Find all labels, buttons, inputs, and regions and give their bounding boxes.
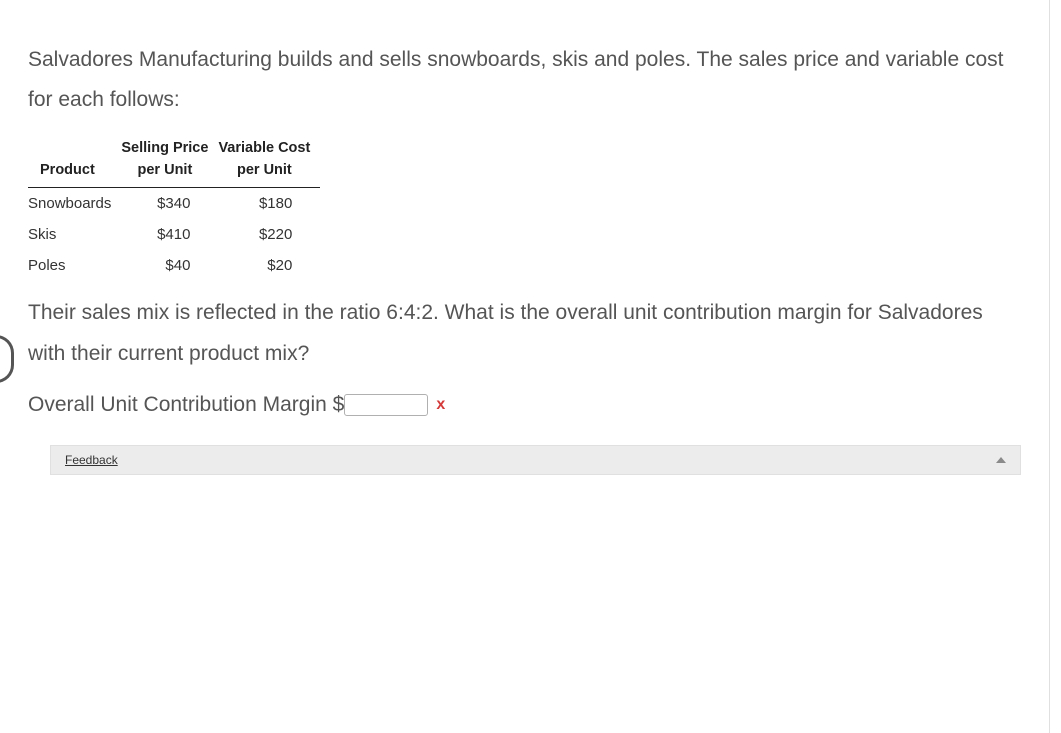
cell-cost: $180 (218, 188, 320, 220)
cell-price: $40 (121, 250, 218, 281)
price-cost-table: Product Selling Price per Unit Variable … (28, 132, 320, 282)
caret-up-icon (996, 457, 1006, 463)
feedback-toggle-bar[interactable]: Feedback (50, 445, 1021, 475)
incorrect-icon: x (436, 396, 445, 414)
col-header-product: Product (28, 132, 121, 188)
cell-cost: $220 (218, 219, 320, 250)
cell-product: Snowboards (28, 188, 121, 220)
answer-row: Overall Unit Contribution Margin $ x (28, 393, 1021, 417)
question-paragraph: Their sales mix is reflected in the rati… (28, 293, 1021, 375)
cell-price: $340 (121, 188, 218, 220)
table-row: Skis $410 $220 (28, 219, 320, 250)
table-row: Snowboards $340 $180 (28, 188, 320, 220)
cell-product: Poles (28, 250, 121, 281)
feedback-label: Feedback (65, 453, 118, 467)
cell-cost: $20 (218, 250, 320, 281)
col-header-variable-cost: Variable Cost per Unit (218, 132, 320, 188)
intro-paragraph: Salvadores Manufacturing builds and sell… (28, 40, 1021, 120)
content-scroll-container[interactable]: Salvadores Manufacturing builds and sell… (0, 0, 1050, 733)
answer-input[interactable] (344, 394, 428, 416)
cell-product: Skis (28, 219, 121, 250)
table-header-row: Product Selling Price per Unit Variable … (28, 132, 320, 188)
spacer (28, 475, 1021, 733)
table-row: Poles $40 $20 (28, 250, 320, 281)
answer-label: Overall Unit Contribution Margin $ (28, 393, 344, 417)
cell-price: $410 (121, 219, 218, 250)
col-header-selling-price: Selling Price per Unit (121, 132, 218, 188)
question-content: Salvadores Manufacturing builds and sell… (0, 0, 1049, 733)
col-header-product-label: Product (40, 162, 95, 178)
